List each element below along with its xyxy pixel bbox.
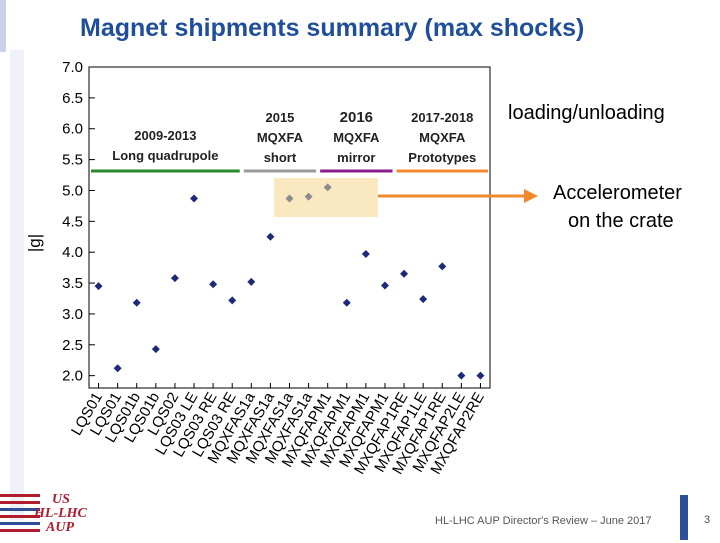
data-point — [419, 295, 428, 304]
data-point — [113, 364, 122, 373]
y-axis-label: |g| — [25, 234, 44, 252]
logo: US HL-LHC AUP — [0, 490, 120, 538]
group-label: Prototypes — [408, 150, 476, 165]
data-point — [342, 298, 351, 307]
data-point — [247, 277, 256, 286]
data-point — [380, 281, 389, 290]
data-point — [170, 274, 179, 283]
data-point — [94, 282, 103, 291]
group-label: MQXFA — [419, 130, 466, 145]
y-tick-label: 5.5 — [62, 152, 83, 169]
group-label: 2015 — [265, 110, 294, 125]
data-point — [361, 250, 370, 259]
data-point — [266, 232, 275, 241]
data-point — [151, 345, 160, 354]
data-point — [228, 296, 237, 305]
y-tick-label: 2.5 — [62, 337, 83, 354]
slide-title: Magnet shipments summary (max shocks) — [80, 14, 585, 42]
page-number: 3 — [704, 514, 711, 526]
footer-text: HL-LHC AUP Director's Review – June 2017 — [435, 515, 652, 527]
y-tick-label: 4.0 — [62, 244, 83, 261]
loading-note: loading/unloading — [508, 102, 665, 124]
logo-line1: US — [52, 492, 70, 507]
group-label: MQXFA — [333, 130, 380, 145]
accelerometer-point — [323, 183, 332, 192]
data-point — [476, 371, 485, 380]
data-point — [457, 371, 466, 380]
side-band — [10, 50, 24, 520]
y-tick-label: 6.0 — [62, 121, 83, 138]
group-label: short — [264, 150, 297, 165]
y-tick-label: 4.5 — [62, 213, 83, 230]
logo-line2: HL-LHC — [34, 506, 87, 521]
accelerometer-point — [304, 192, 313, 201]
data-point — [132, 298, 141, 307]
accelerometer-point — [285, 194, 294, 203]
group-label: 2016 — [340, 109, 373, 126]
data-point — [209, 280, 218, 289]
y-tick-label: 7.0 — [62, 59, 83, 76]
logo-line3: AUP — [46, 520, 74, 535]
data-point — [190, 194, 199, 203]
title-bar — [0, 0, 720, 52]
group-label: Long quadrupole — [112, 148, 218, 163]
title-accent — [0, 0, 6, 52]
logo-stripes — [0, 494, 40, 532]
data-point — [438, 262, 447, 271]
group-label: 2017-2018 — [411, 110, 473, 125]
accelerometer-note-line2: on the crate — [568, 210, 674, 232]
y-tick-label: 6.5 — [62, 90, 83, 107]
group-label: MQXFA — [257, 130, 304, 145]
y-tick-label: 2.0 — [62, 368, 83, 385]
data-point — [400, 269, 409, 278]
group-label: mirror — [337, 150, 375, 165]
arrow-head — [524, 189, 538, 203]
group-label: 2009-2013 — [134, 128, 196, 143]
footer-accent-bar — [680, 495, 688, 540]
y-tick-label: 5.0 — [62, 182, 83, 199]
accelerometer-note-line1: Accelerometer — [553, 182, 682, 204]
y-tick-label: 3.0 — [62, 306, 83, 323]
y-tick-label: 3.5 — [62, 275, 83, 292]
